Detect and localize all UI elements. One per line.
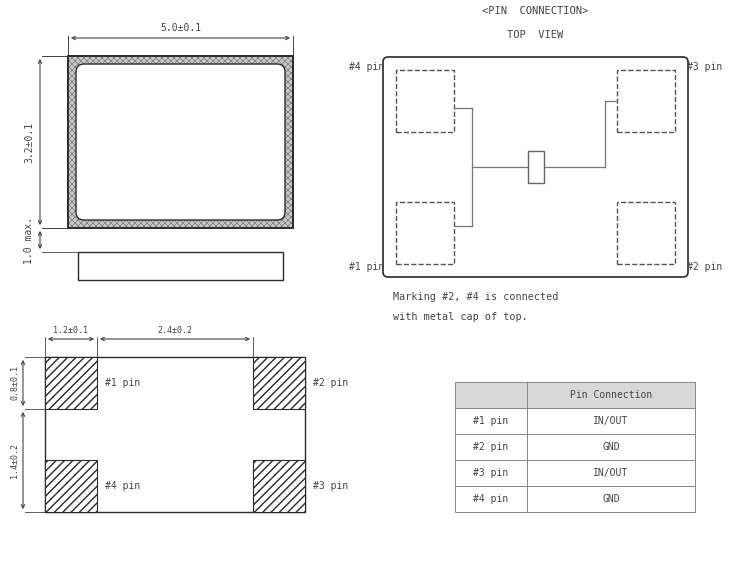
Text: 1.0 max.: 1.0 max. — [24, 216, 34, 263]
Text: IN/OUT: IN/OUT — [594, 416, 629, 426]
Text: #1 pin: #1 pin — [105, 378, 141, 388]
Bar — [253, 357, 305, 409]
Text: #3 pin: #3 pin — [687, 62, 722, 72]
Bar — [617, 70, 675, 132]
Bar — [455, 460, 695, 486]
Bar — [45, 357, 305, 512]
Text: #2 pin: #2 pin — [313, 378, 348, 388]
Bar — [455, 486, 695, 512]
Text: GND: GND — [602, 494, 620, 504]
Bar — [617, 202, 675, 264]
Bar — [84, 72, 277, 212]
Text: GND: GND — [602, 442, 620, 452]
Text: #2 pin: #2 pin — [474, 442, 509, 452]
Text: with metal cap of top.: with metal cap of top. — [393, 312, 528, 322]
Text: TOP  VIEW: TOP VIEW — [507, 30, 564, 40]
Text: #3 pin: #3 pin — [474, 468, 509, 478]
Text: #4 pin: #4 pin — [348, 62, 384, 72]
Text: #1 pin: #1 pin — [474, 416, 509, 426]
Text: 1.2±0.1: 1.2±0.1 — [53, 326, 89, 335]
Text: IN/OUT: IN/OUT — [594, 468, 629, 478]
Text: 1.4±0.2: 1.4±0.2 — [10, 443, 19, 478]
Text: 0.8±0.1: 0.8±0.1 — [10, 365, 19, 401]
Text: <PIN  CONNECTION>: <PIN CONNECTION> — [482, 6, 589, 16]
Bar — [455, 434, 695, 460]
Text: 5.0±0.1: 5.0±0.1 — [160, 23, 201, 33]
Bar — [68, 56, 293, 228]
FancyBboxPatch shape — [76, 64, 285, 220]
Bar — [253, 460, 305, 512]
Text: Pin Connection: Pin Connection — [570, 390, 652, 400]
Bar — [396, 70, 454, 132]
Text: #2 pin: #2 pin — [687, 262, 722, 272]
Text: 3.2±0.1: 3.2±0.1 — [24, 121, 34, 162]
FancyBboxPatch shape — [383, 57, 688, 277]
Bar — [78, 252, 283, 280]
Bar — [528, 151, 543, 183]
Bar — [68, 56, 293, 228]
Text: #1 pin: #1 pin — [348, 262, 384, 272]
Bar — [455, 408, 695, 434]
Text: #4 pin: #4 pin — [474, 494, 509, 504]
Bar — [455, 382, 695, 408]
Text: #4 pin: #4 pin — [105, 481, 141, 491]
Bar — [45, 460, 97, 512]
Bar — [396, 202, 454, 264]
Text: #3 pin: #3 pin — [313, 481, 348, 491]
Text: Marking #2, #4 is connected: Marking #2, #4 is connected — [393, 292, 559, 302]
Bar — [45, 357, 97, 409]
Text: 2.4±0.2: 2.4±0.2 — [157, 326, 193, 335]
